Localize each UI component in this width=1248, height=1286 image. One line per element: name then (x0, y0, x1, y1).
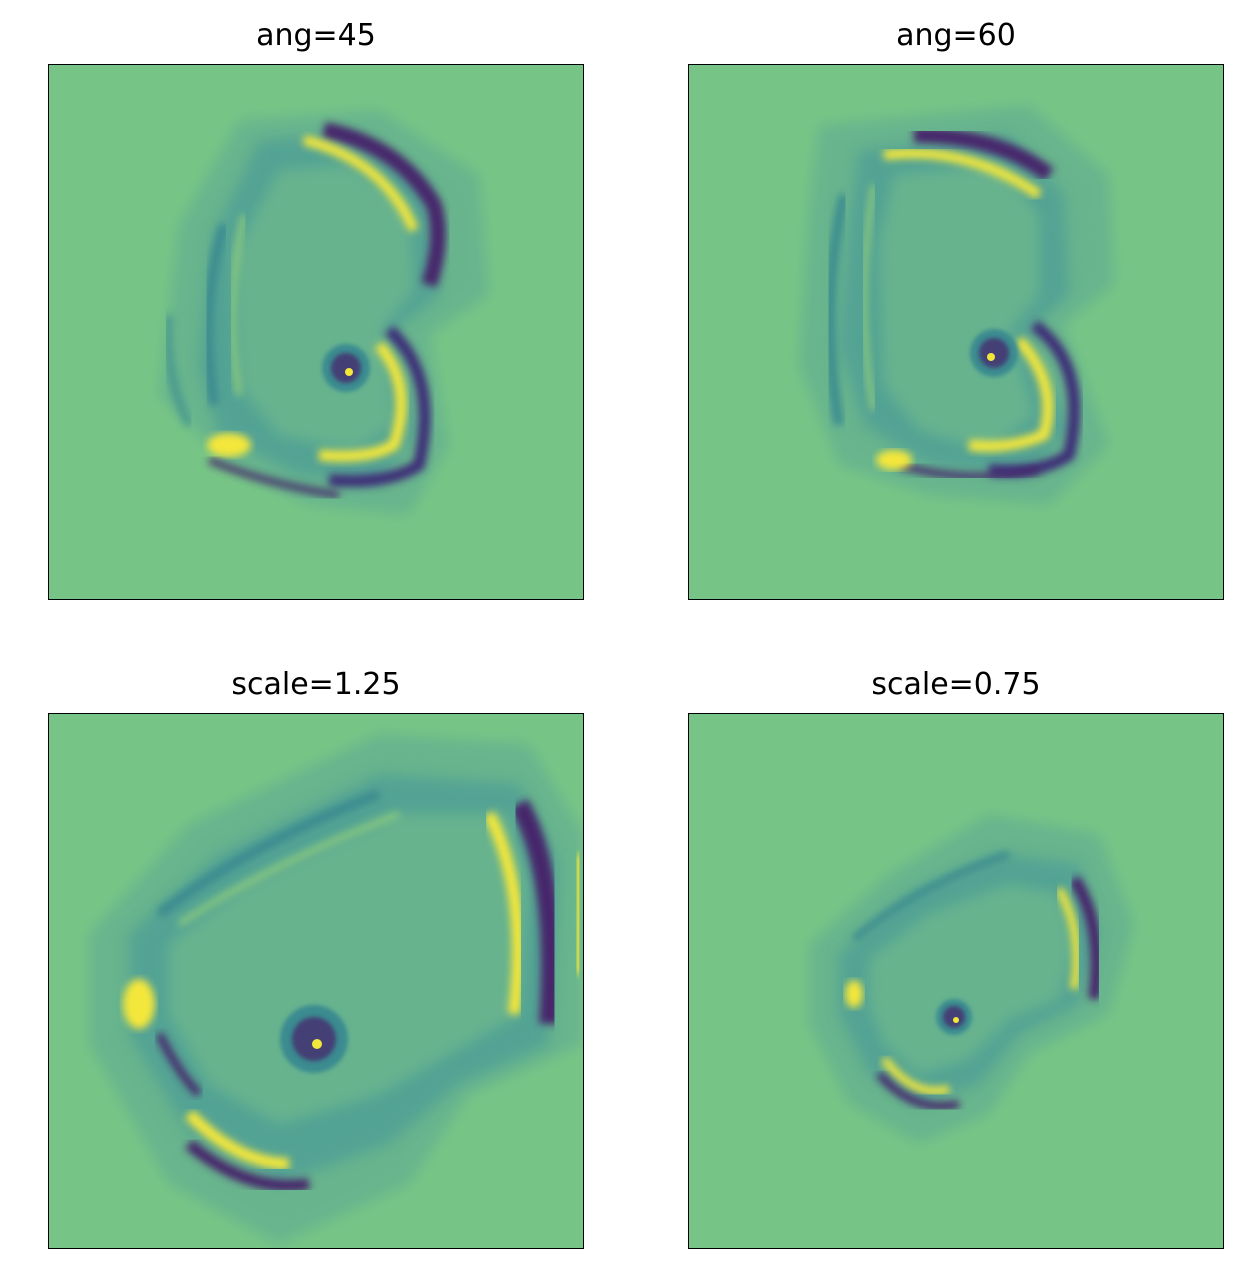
image-scale125 (49, 714, 583, 1248)
image-panel-ang45 (48, 64, 584, 600)
image-panel-scale125 (48, 713, 584, 1249)
image-ang45 (49, 65, 583, 599)
panel-title-scale075: scale=0.75 (871, 667, 1041, 702)
panel-title-ang60: ang=60 (896, 18, 1016, 53)
image-ang60 (689, 65, 1223, 599)
image-panel-scale075 (688, 713, 1224, 1249)
image-panel-ang60 (688, 64, 1224, 600)
image-scale075 (689, 714, 1223, 1248)
panel-title-ang45: ang=45 (256, 18, 376, 53)
panel-title-scale125: scale=1.25 (231, 667, 401, 702)
